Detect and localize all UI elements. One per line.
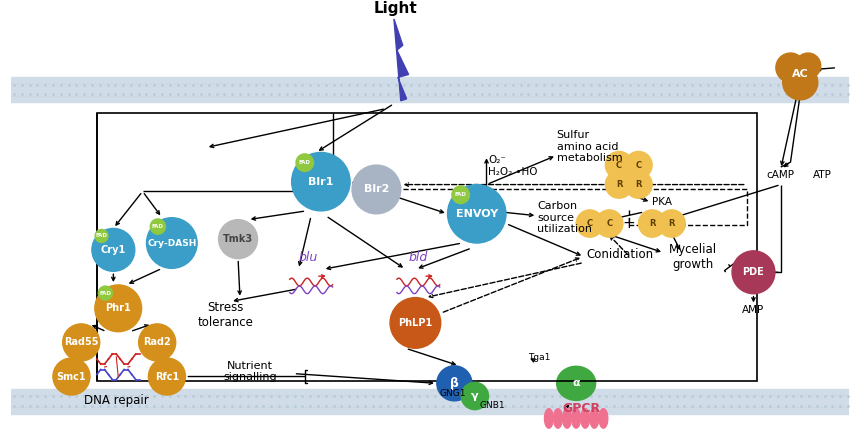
Text: Rfc1: Rfc1 — [155, 372, 179, 381]
Ellipse shape — [572, 409, 580, 428]
Circle shape — [576, 210, 604, 237]
Circle shape — [95, 285, 142, 332]
Text: R: R — [649, 219, 655, 228]
Text: Blr1: Blr1 — [308, 177, 334, 187]
Ellipse shape — [580, 409, 590, 428]
Text: C: C — [616, 161, 622, 170]
Circle shape — [292, 152, 350, 211]
Text: PDE: PDE — [742, 267, 765, 277]
Ellipse shape — [556, 366, 596, 401]
Circle shape — [776, 53, 805, 82]
Text: Stress
tolerance: Stress tolerance — [198, 302, 254, 329]
Text: PhLP1: PhLP1 — [398, 318, 433, 328]
Ellipse shape — [599, 409, 608, 428]
Text: C: C — [587, 219, 593, 228]
Circle shape — [625, 151, 652, 179]
Text: Mycelial
growth: Mycelial growth — [669, 243, 717, 271]
Text: FAD: FAD — [100, 291, 111, 296]
Text: R: R — [616, 180, 623, 189]
Text: O₂⁻
H₂O₂ •HO: O₂⁻ H₂O₂ •HO — [488, 155, 538, 177]
Circle shape — [596, 210, 623, 237]
Circle shape — [146, 218, 197, 268]
Circle shape — [452, 186, 470, 204]
Circle shape — [625, 171, 652, 198]
Polygon shape — [394, 19, 408, 101]
Circle shape — [95, 230, 108, 242]
Bar — [11, 102, 849, 389]
Circle shape — [783, 65, 818, 100]
Text: FAD: FAD — [152, 224, 163, 229]
Text: PKA: PKA — [652, 197, 673, 207]
Text: +: + — [623, 216, 636, 231]
Text: GPCR: GPCR — [562, 402, 600, 415]
Text: C: C — [606, 219, 612, 228]
Circle shape — [437, 366, 472, 401]
Circle shape — [296, 154, 314, 171]
Text: Carbon
source
utilization: Carbon source utilization — [538, 201, 593, 234]
Circle shape — [658, 210, 685, 237]
Text: Cry-DASH: Cry-DASH — [147, 239, 196, 247]
Circle shape — [447, 184, 506, 243]
Circle shape — [796, 53, 820, 79]
Text: AMP: AMP — [742, 306, 765, 316]
Circle shape — [352, 165, 401, 214]
Text: Conidiation: Conidiation — [586, 248, 653, 261]
Text: R: R — [668, 219, 675, 228]
Bar — [11, 77, 849, 102]
Text: γ: γ — [471, 391, 479, 401]
Text: blu: blu — [298, 251, 318, 264]
Text: Tmk3: Tmk3 — [223, 234, 253, 244]
Text: ENVOY: ENVOY — [456, 209, 498, 219]
Text: β: β — [450, 377, 458, 390]
Text: Blr2: Blr2 — [364, 184, 389, 194]
Circle shape — [92, 228, 135, 271]
Circle shape — [150, 219, 165, 234]
Circle shape — [98, 286, 113, 300]
Text: FAD: FAD — [95, 233, 108, 238]
Text: Nutrient
signalling: Nutrient signalling — [223, 361, 277, 382]
Circle shape — [638, 210, 666, 237]
Circle shape — [390, 298, 440, 348]
Text: Cry1: Cry1 — [101, 245, 126, 255]
Text: R: R — [636, 180, 642, 189]
Text: FAD: FAD — [299, 160, 310, 165]
Circle shape — [605, 171, 633, 198]
Circle shape — [605, 151, 633, 179]
Circle shape — [53, 358, 90, 395]
Text: Smc1: Smc1 — [57, 372, 86, 381]
Text: DNA repair: DNA repair — [84, 395, 149, 408]
Text: ATP: ATP — [814, 170, 832, 180]
Ellipse shape — [554, 409, 562, 428]
Circle shape — [461, 382, 488, 410]
Bar — [97, 113, 758, 381]
Ellipse shape — [544, 409, 553, 428]
Text: Rad2: Rad2 — [144, 337, 171, 347]
Text: GNB1: GNB1 — [480, 401, 505, 410]
Text: Phr1: Phr1 — [105, 303, 131, 313]
Circle shape — [732, 251, 775, 294]
Text: Sulfur
amino acid
metabolism: Sulfur amino acid metabolism — [556, 130, 623, 163]
Ellipse shape — [590, 409, 599, 428]
Text: Rad55: Rad55 — [64, 337, 98, 347]
Circle shape — [149, 358, 186, 395]
Text: Light: Light — [374, 1, 418, 16]
Text: cAMP: cAMP — [767, 170, 795, 180]
Circle shape — [63, 324, 100, 361]
Circle shape — [138, 324, 175, 361]
Circle shape — [218, 220, 257, 259]
Text: AC: AC — [792, 69, 808, 79]
Ellipse shape — [562, 409, 571, 428]
Text: C: C — [636, 161, 642, 170]
Text: α: α — [573, 378, 580, 388]
Bar — [11, 389, 849, 414]
Text: Tga1: Tga1 — [528, 352, 550, 362]
Text: bld: bld — [408, 251, 428, 264]
Text: FAD: FAD — [455, 192, 467, 197]
Text: GNG1: GNG1 — [439, 388, 465, 398]
